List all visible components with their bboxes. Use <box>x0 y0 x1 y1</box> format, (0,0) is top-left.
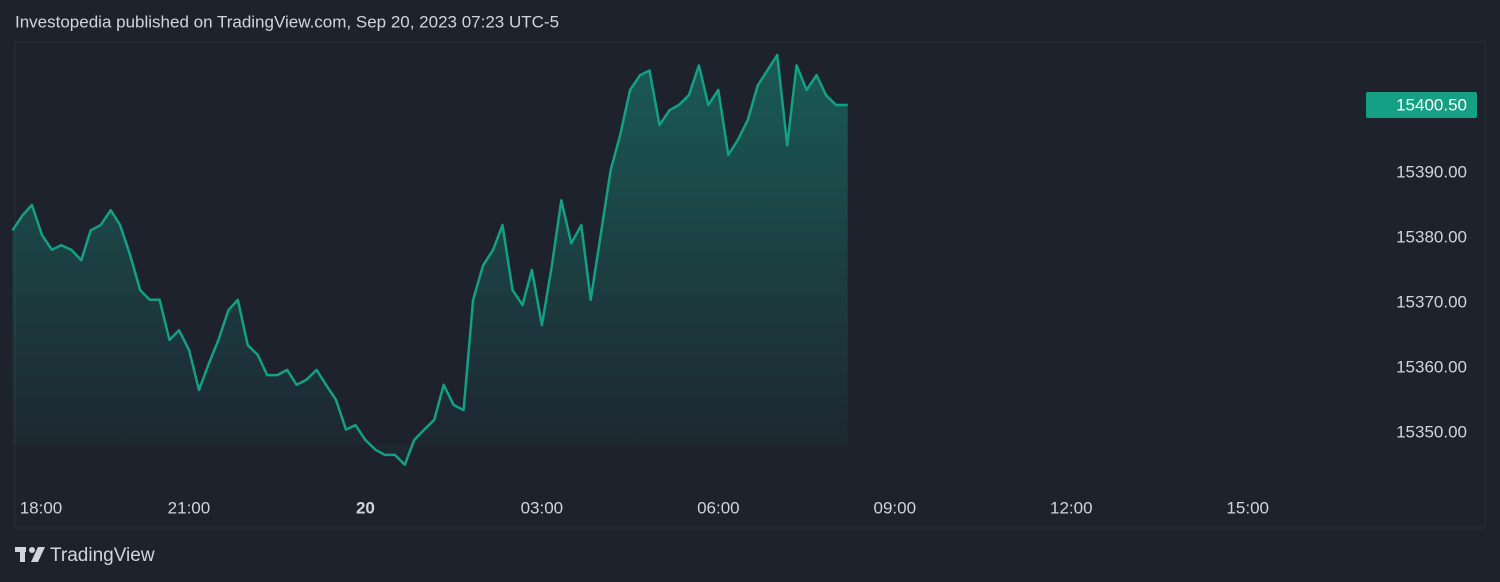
x-tick-label: 06:00 <box>697 498 740 517</box>
x-tick-label: 09:00 <box>874 498 917 517</box>
x-tick-label: 21:00 <box>168 498 211 517</box>
y-tick-label: 15380.00 <box>1396 228 1467 247</box>
x-tick-label: 12:00 <box>1050 498 1093 517</box>
price-line <box>11 53 848 466</box>
y-tick-label: 15350.00 <box>1396 422 1467 441</box>
last-price-tag <box>1366 91 1477 118</box>
x-tick-label: 18:00 <box>20 498 63 517</box>
y-tick-label: 15360.00 <box>1396 357 1467 376</box>
x-tick-label: 20 <box>356 498 375 517</box>
chart-title: Investopedia published on TradingView.co… <box>15 12 559 31</box>
x-tick-label: 03:00 <box>521 498 564 517</box>
last-price-label: 15400.50 <box>1396 95 1467 114</box>
y-tick-label: 15370.00 <box>1396 292 1467 311</box>
brand: TradingView <box>50 545 155 566</box>
x-tick-label: 15:00 <box>1226 498 1269 517</box>
y-tick-label: 15390.00 <box>1396 163 1467 182</box>
area-fill <box>12 55 848 465</box>
brand-logo <box>15 547 45 562</box>
